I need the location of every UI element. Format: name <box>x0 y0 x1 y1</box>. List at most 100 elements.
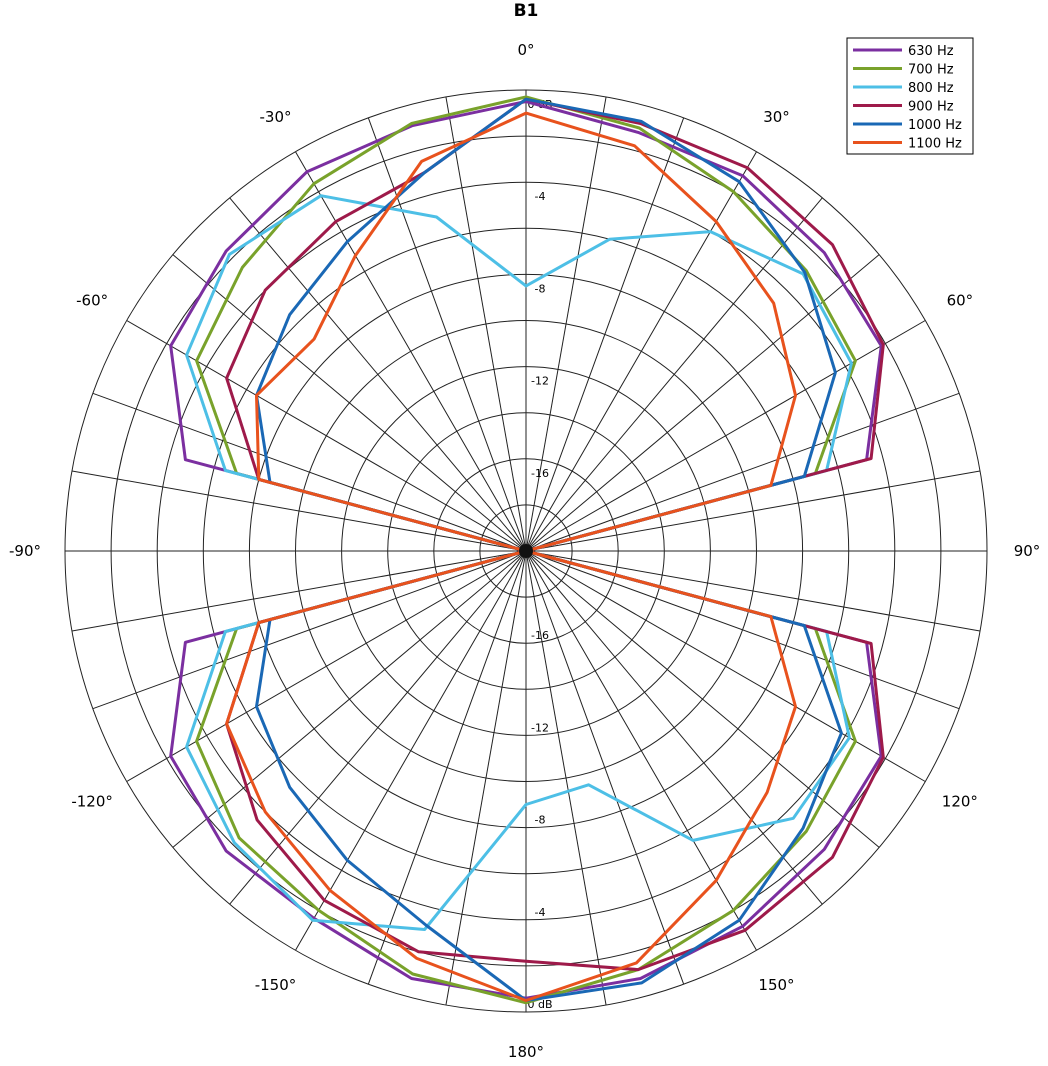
data-point <box>313 338 315 340</box>
data-point <box>741 925 744 928</box>
data-point <box>410 122 413 125</box>
data-point <box>805 269 808 272</box>
legend-label: 630 Hz <box>908 44 954 59</box>
angle-tick-label: -30° <box>260 108 292 126</box>
data-point <box>831 856 834 859</box>
data-point <box>225 723 228 725</box>
radial-tick-label: -16 <box>531 629 549 642</box>
data-point <box>255 705 258 708</box>
data-point <box>335 220 337 223</box>
data-point <box>225 850 227 852</box>
data-point <box>803 475 806 478</box>
data-point <box>435 216 438 218</box>
grid-spoke <box>525 550 960 710</box>
grid-spoke <box>71 470 527 552</box>
data-point <box>224 630 227 633</box>
data-point <box>639 122 642 125</box>
data-point <box>633 144 636 147</box>
legend-label: 700 Hz <box>908 63 954 78</box>
data-point <box>329 889 331 892</box>
grid-spoke <box>229 197 527 552</box>
data-point <box>420 160 423 163</box>
data-point <box>525 112 527 114</box>
data-point <box>317 909 320 912</box>
data-point <box>346 859 349 862</box>
data-point <box>715 879 717 882</box>
data-point <box>258 478 260 481</box>
grid-spoke <box>525 550 607 1006</box>
data-point <box>741 174 744 177</box>
grid-spoke <box>445 550 527 1006</box>
data-point <box>802 273 804 275</box>
data-point <box>854 360 857 362</box>
data-point <box>525 98 527 101</box>
grid-spoke <box>126 550 527 782</box>
radial-tick-label: -12 <box>531 375 549 388</box>
chart-title: B1 <box>514 1 539 21</box>
grid-spoke <box>525 197 823 552</box>
radial-tick-label: -16 <box>531 467 549 480</box>
data-point <box>732 190 735 193</box>
radial-tick-label: -8 <box>535 282 546 295</box>
grid-spoke <box>525 470 981 552</box>
data-point <box>184 458 187 461</box>
polar-grid <box>64 89 988 1013</box>
data-point <box>772 302 775 305</box>
angle-tick-label: 180° <box>508 1043 544 1061</box>
data-point <box>823 251 826 254</box>
legend-box <box>846 37 974 155</box>
data-point <box>854 740 857 742</box>
data-point <box>640 120 642 123</box>
data-point <box>803 624 806 627</box>
data-point <box>525 803 527 806</box>
data-point <box>417 950 420 953</box>
data-point <box>264 810 267 813</box>
data-point <box>746 166 749 169</box>
data-point <box>794 394 797 397</box>
legend: 630 Hz 700 Hz 800 Hz 900 Hz 1000 Hz 1100 Hz <box>846 37 974 155</box>
data-point <box>738 180 741 183</box>
grid-spoke <box>71 550 527 632</box>
data-point <box>256 819 258 821</box>
data-point <box>882 343 885 346</box>
data-point <box>639 977 642 980</box>
data-point <box>770 615 772 618</box>
data-point <box>834 371 837 374</box>
data-point <box>840 732 843 734</box>
data-point <box>313 917 315 920</box>
data-point <box>525 960 527 963</box>
data-point <box>882 756 885 759</box>
grid-spoke <box>445 96 527 552</box>
data-point <box>637 968 639 971</box>
grid-spoke <box>295 550 527 951</box>
grid-spoke <box>525 550 685 985</box>
data-point <box>354 254 357 257</box>
data-point <box>635 962 638 964</box>
data-point <box>288 313 291 316</box>
grid-spoke <box>525 117 685 552</box>
data-point <box>224 469 227 472</box>
data-point <box>195 740 198 742</box>
grid-spoke <box>92 392 527 552</box>
grid-spoke <box>525 392 960 552</box>
data-point <box>525 96 527 98</box>
data-point <box>313 182 315 185</box>
data-point <box>411 973 414 975</box>
legend-label: 1100 Hz <box>908 137 962 152</box>
data-point <box>306 170 308 173</box>
angle-tick-label: -60° <box>76 292 108 310</box>
data-point <box>744 929 746 932</box>
data-point <box>525 999 527 1002</box>
grid-spoke <box>525 151 757 552</box>
data-point <box>225 377 228 379</box>
grid-spoke <box>525 550 823 905</box>
center-hub <box>519 544 533 558</box>
angle-tick-label: 90° <box>1014 542 1041 560</box>
data-point <box>169 755 172 757</box>
data-point <box>424 924 427 926</box>
data-point <box>238 837 240 839</box>
radial-tick-label: -4 <box>535 906 546 919</box>
data-point <box>255 394 258 397</box>
angle-tick-label: 0° <box>517 41 534 59</box>
